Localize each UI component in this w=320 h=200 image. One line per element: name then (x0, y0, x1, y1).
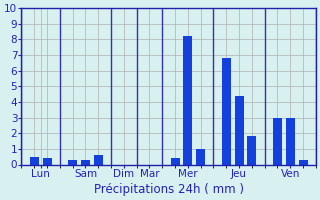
Bar (286, 118, 295, 164)
Bar (196, 149, 205, 164)
Bar (171, 158, 180, 164)
Bar (273, 118, 282, 164)
Bar (299, 160, 308, 164)
Bar (222, 58, 231, 164)
Bar (94, 155, 103, 164)
Bar (247, 136, 256, 164)
Bar (81, 160, 90, 164)
X-axis label: Précipitations 24h ( mm ): Précipitations 24h ( mm ) (94, 183, 244, 196)
Bar (43, 158, 52, 164)
Bar (235, 96, 244, 164)
Bar (30, 157, 39, 164)
Bar (68, 160, 77, 164)
Bar (183, 36, 192, 164)
